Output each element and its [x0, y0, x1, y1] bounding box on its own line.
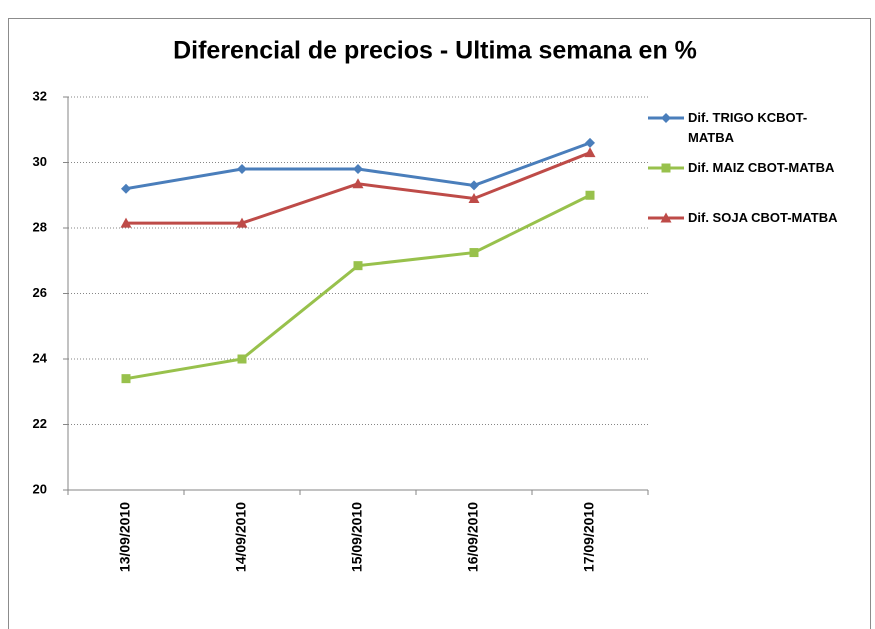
marker [585, 190, 595, 200]
y-tick-label: 30 [33, 154, 47, 169]
marker [469, 248, 479, 258]
marker [660, 212, 672, 223]
y-tick-label: 26 [33, 285, 47, 300]
y-tick-label: 22 [33, 416, 47, 431]
legend-label: Dif. MAIZ CBOT-MATBA [688, 160, 835, 175]
x-tick-label: 16/09/2010 [465, 502, 481, 572]
marker [120, 217, 132, 228]
legend-label: Dif. TRIGO KCBOT-MATBA [688, 110, 808, 145]
y-tick-label: 28 [33, 219, 47, 234]
marker [237, 354, 247, 364]
x-tick-label: 17/09/2010 [581, 502, 597, 572]
marker [121, 374, 131, 384]
x-tick-label: 14/09/2010 [233, 502, 249, 572]
y-tick-label: 32 [33, 88, 47, 103]
marker [121, 183, 131, 194]
chart-title: Diferencial de precios - Ultima semana e… [173, 37, 697, 65]
marker [661, 163, 671, 173]
marker [353, 164, 363, 175]
marker [585, 137, 595, 148]
marker [469, 180, 479, 191]
marker [661, 113, 671, 123]
x-tick-label: 13/09/2010 [117, 502, 133, 572]
marker [353, 261, 363, 271]
marker [584, 147, 596, 158]
marker [352, 178, 364, 189]
y-tick-label: 20 [33, 481, 47, 496]
marker [237, 164, 247, 175]
marker [236, 217, 248, 228]
x-tick-label: 15/09/2010 [349, 502, 365, 572]
chart-frame [8, 18, 871, 629]
marker [468, 193, 480, 204]
legend-label: Dif. SOJA CBOT-MATBA [688, 210, 838, 225]
y-tick-label: 24 [33, 350, 48, 365]
